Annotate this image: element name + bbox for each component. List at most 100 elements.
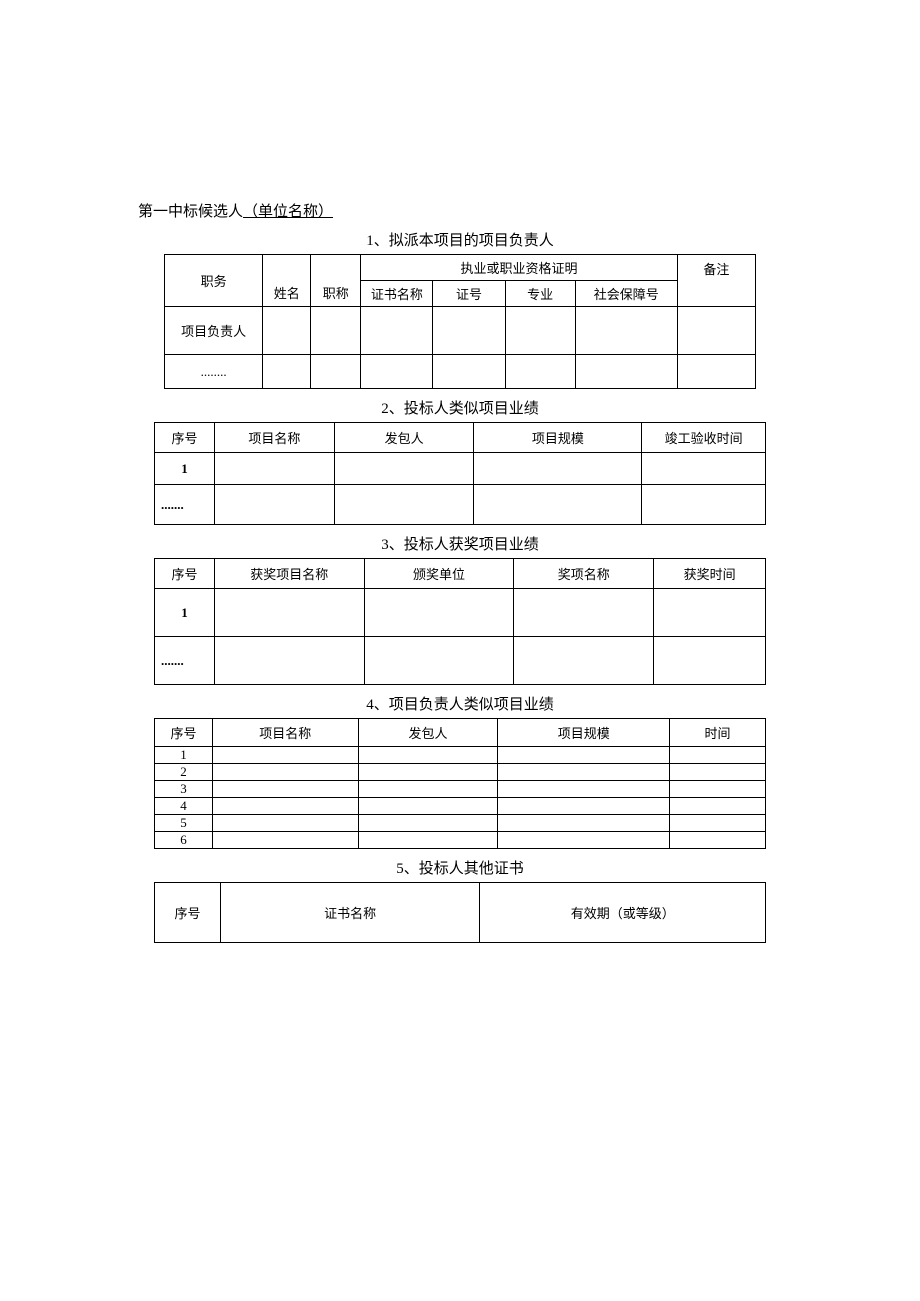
cell-seq: 3 [155, 781, 213, 798]
cell [364, 589, 514, 637]
col-finish: 竣工验收时间 [642, 423, 766, 453]
cell [498, 798, 670, 815]
table-row: 4 [155, 798, 766, 815]
cell [334, 453, 474, 485]
cell [212, 764, 358, 781]
cell [670, 815, 766, 832]
cell-position: ........ [165, 355, 263, 389]
cell [214, 637, 364, 685]
cell [654, 637, 766, 685]
cell [498, 832, 670, 849]
cell-seq: 1 [155, 589, 215, 637]
cell [361, 307, 433, 355]
col-seq: 序号 [155, 883, 221, 943]
col-title: 职称 [311, 255, 361, 307]
cell [214, 485, 334, 525]
cell [505, 307, 575, 355]
cell [212, 781, 358, 798]
cell [358, 815, 498, 832]
cell [263, 307, 311, 355]
section3-heading: 3、投标人获奖项目业绩 [60, 533, 860, 554]
table-row: 序号 项目名称 发包人 项目规模 竣工验收时间 [155, 423, 766, 453]
col-valid: 有效期（或等级） [480, 883, 766, 943]
table-row: 5 [155, 815, 766, 832]
cell [498, 747, 670, 764]
cell [212, 815, 358, 832]
cell [364, 637, 514, 685]
cell [505, 355, 575, 389]
col-cert-name: 证书名称 [220, 883, 480, 943]
col-award-name: 奖项名称 [514, 559, 654, 589]
cell [358, 798, 498, 815]
cell [358, 764, 498, 781]
cell [212, 798, 358, 815]
col-award-time: 获奖时间 [654, 559, 766, 589]
cell [670, 832, 766, 849]
cell-seq: 1 [155, 453, 215, 485]
document-page: 第一中标候选人（单位名称） 1、拟派本项目的项目负责人 职务 姓名 职称 执业或… [0, 0, 920, 1011]
cell [311, 355, 361, 389]
col-scale: 项目规模 [474, 423, 642, 453]
cell [212, 747, 358, 764]
cell [670, 747, 766, 764]
table-similar-projects: 序号 项目名称 发包人 项目规模 竣工验收时间 1 ....... [154, 422, 766, 525]
cell [642, 485, 766, 525]
section5-heading: 5、投标人其他证书 [60, 857, 860, 878]
cell [514, 637, 654, 685]
cell [498, 781, 670, 798]
cell [214, 453, 334, 485]
col-proj: 项目名称 [214, 423, 334, 453]
section2-heading: 2、投标人类似项目业绩 [60, 397, 860, 418]
cell [575, 307, 677, 355]
col-time: 时间 [670, 719, 766, 747]
col-seq: 序号 [155, 559, 215, 589]
col-cert-group: 执业或职业资格证明 [361, 255, 678, 281]
cell [212, 832, 358, 849]
col-cert-name: 证书名称 [361, 281, 433, 307]
cell-seq: 2 [155, 764, 213, 781]
table-row: 职务 姓名 职称 执业或职业资格证明 备注 [165, 255, 756, 281]
cell [670, 798, 766, 815]
col-position: 职务 [165, 255, 263, 307]
cell-seq: 1 [155, 747, 213, 764]
cell [433, 307, 505, 355]
table-row: ........ [165, 355, 756, 389]
cell-seq: 5 [155, 815, 213, 832]
cell [214, 589, 364, 637]
cell [498, 815, 670, 832]
cell [334, 485, 474, 525]
cell [358, 747, 498, 764]
candidate-title: 第一中标候选人（单位名称） [138, 200, 860, 221]
section4-heading: 4、项目负责人类似项目业绩 [60, 693, 860, 714]
cell [575, 355, 677, 389]
section1-heading: 1、拟派本项目的项目负责人 [60, 229, 860, 250]
col-scale: 项目规模 [498, 719, 670, 747]
cell [670, 764, 766, 781]
table-project-leader: 职务 姓名 职称 执业或职业资格证明 备注 证书名称 证号 专业 社会保障号 项… [164, 254, 756, 389]
table-row: ....... [155, 485, 766, 525]
cell [514, 589, 654, 637]
table-row: 1 [155, 747, 766, 764]
cell [311, 307, 361, 355]
col-remark: 备注 [677, 255, 755, 307]
cell-seq: 4 [155, 798, 213, 815]
table-row: 1 [155, 453, 766, 485]
col-proj: 项目名称 [212, 719, 358, 747]
col-name: 姓名 [263, 255, 311, 307]
cell [642, 453, 766, 485]
col-cert-no: 证号 [433, 281, 505, 307]
col-award-org: 颁奖单位 [364, 559, 514, 589]
table-row: 序号 获奖项目名称 颁奖单位 奖项名称 获奖时间 [155, 559, 766, 589]
table-row: 2 [155, 764, 766, 781]
cell [474, 453, 642, 485]
cell [654, 589, 766, 637]
table-awards: 序号 获奖项目名称 颁奖单位 奖项名称 获奖时间 1 ....... [154, 558, 766, 685]
cell [670, 781, 766, 798]
col-major: 专业 [505, 281, 575, 307]
cell [263, 355, 311, 389]
cell-seq: ....... [155, 637, 215, 685]
cell [677, 307, 755, 355]
table-row: 3 [155, 781, 766, 798]
cell [433, 355, 505, 389]
table-row: 序号 证书名称 有效期（或等级） [155, 883, 766, 943]
